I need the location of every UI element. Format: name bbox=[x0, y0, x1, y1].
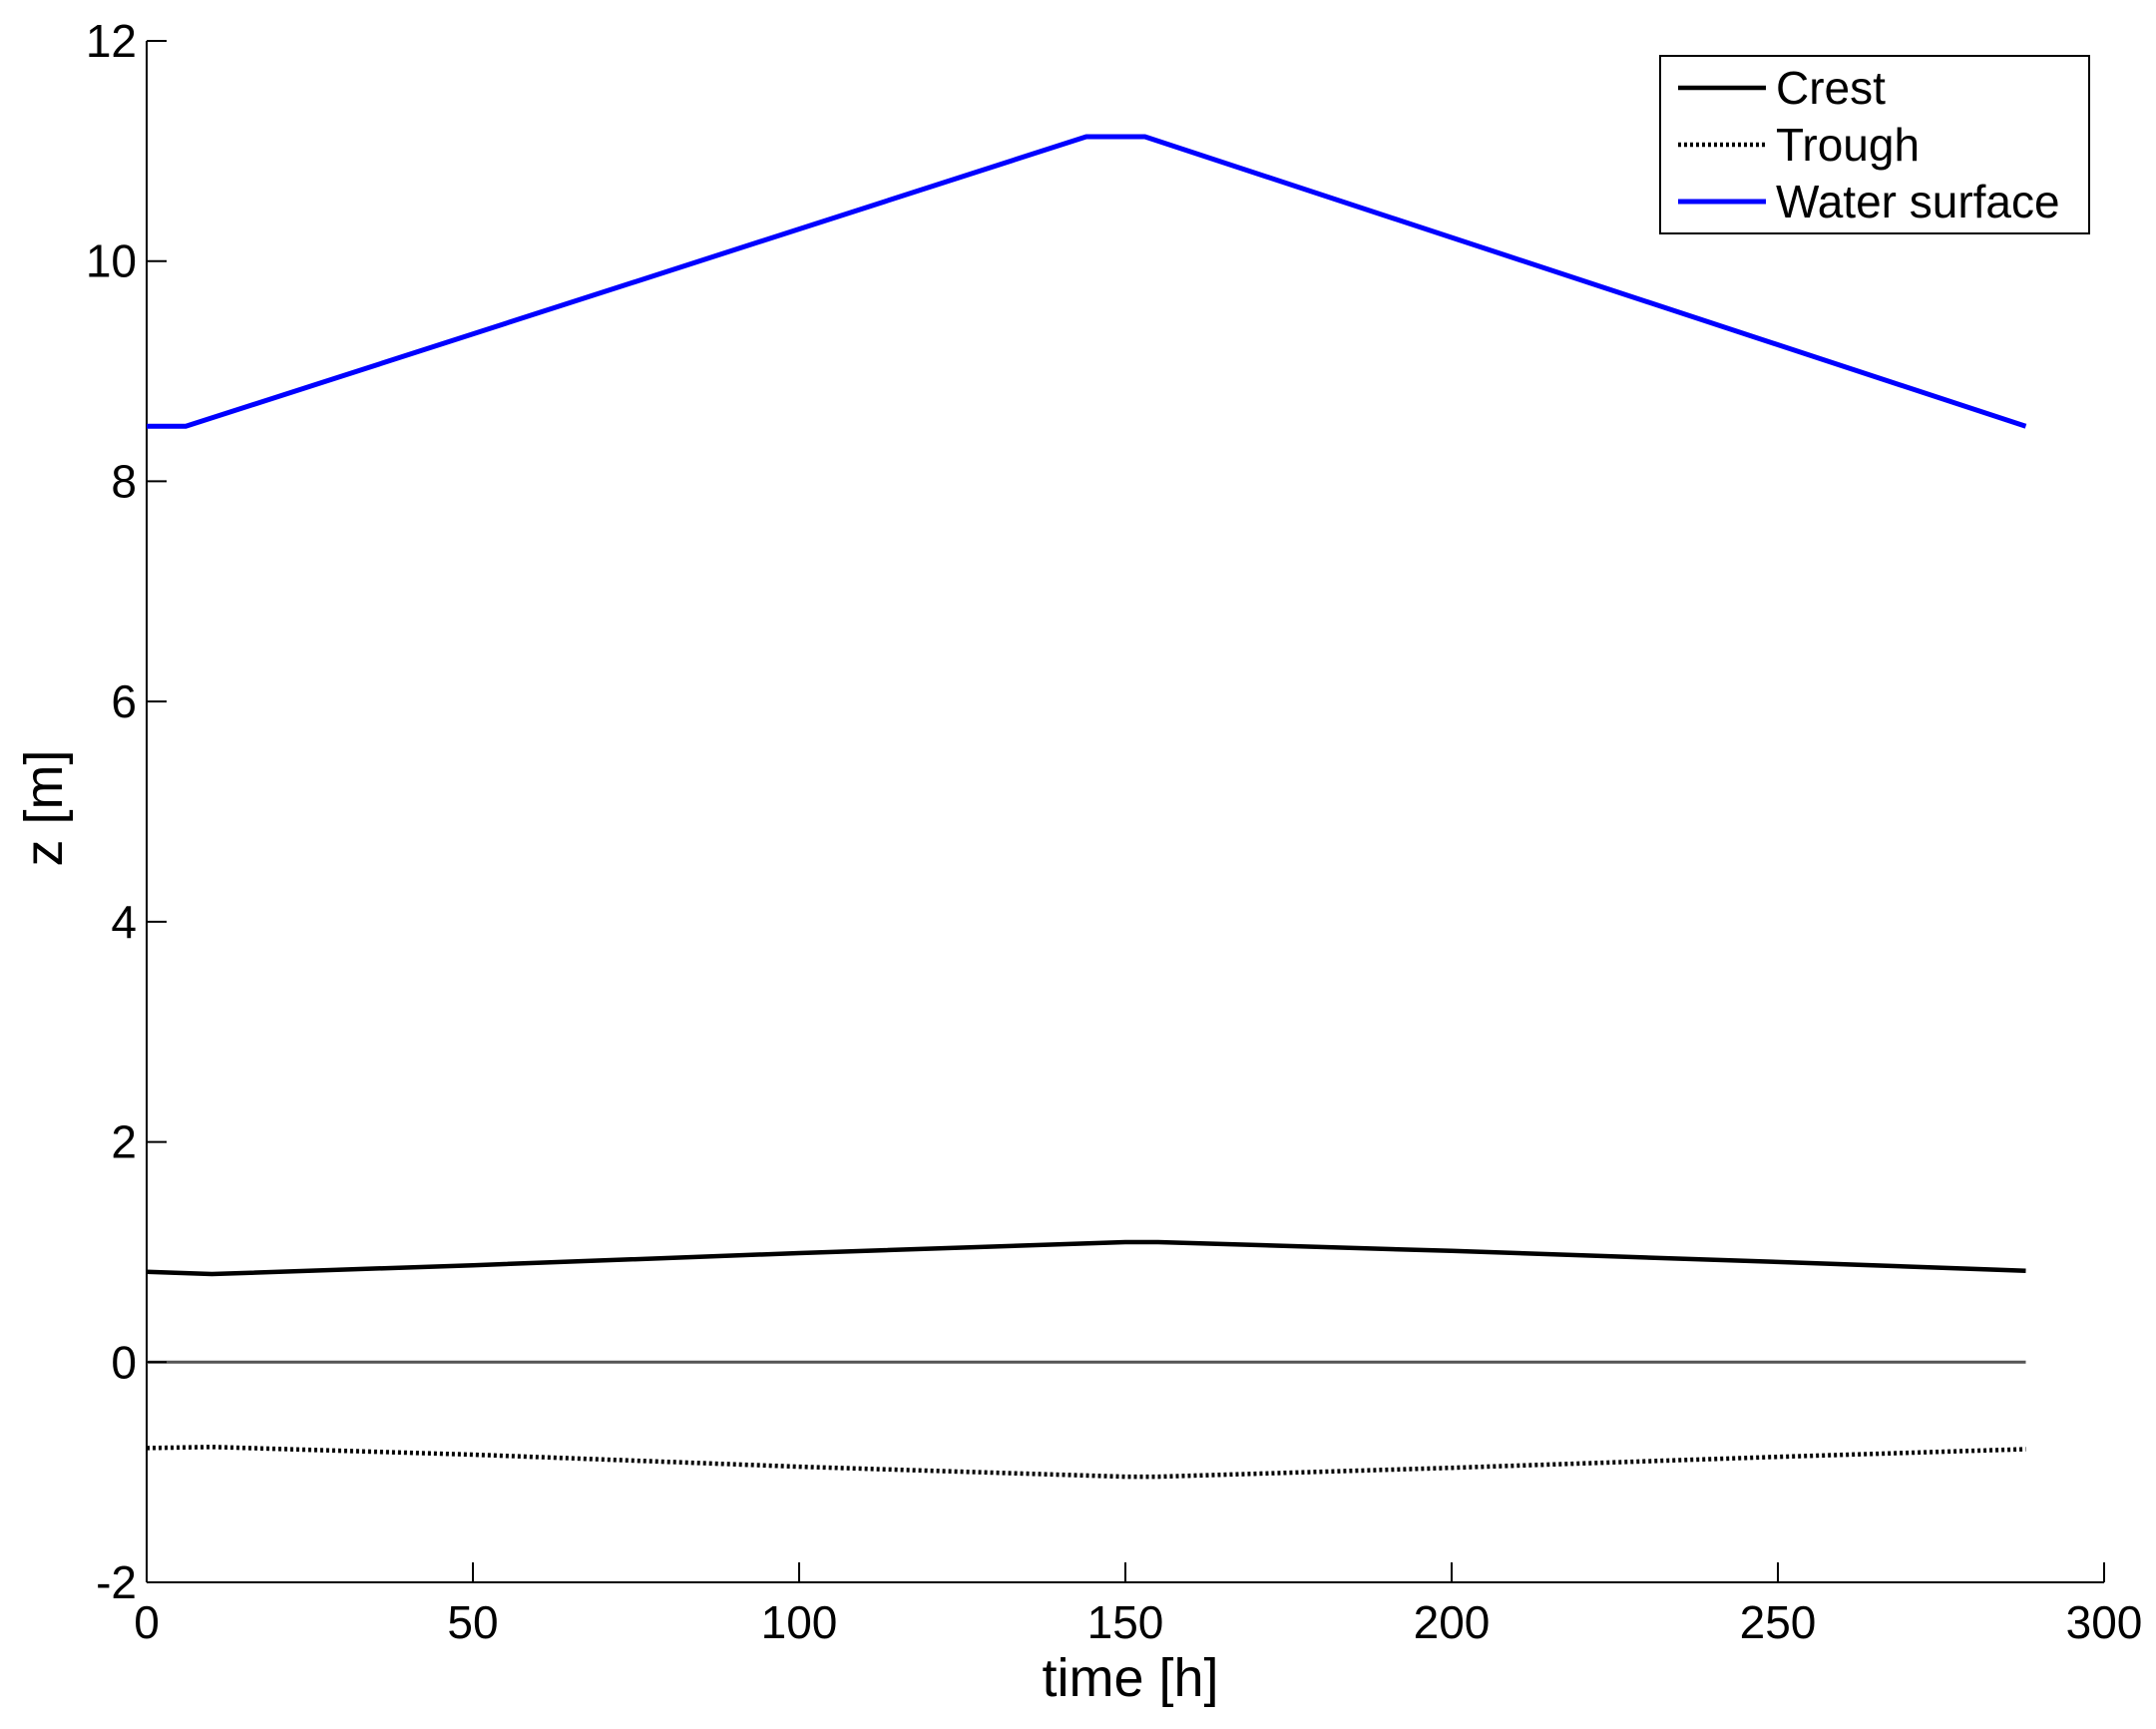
x-tick-label: 150 bbox=[1087, 1596, 1164, 1648]
x-tick-label: 100 bbox=[761, 1596, 838, 1648]
y-axis-title: z [m] bbox=[14, 750, 74, 867]
x-tick-label: 300 bbox=[2066, 1596, 2143, 1648]
x-axis-title: time [h] bbox=[1042, 1648, 1218, 1708]
x-tick-label: 200 bbox=[1414, 1596, 1491, 1648]
x-tick-label: 50 bbox=[447, 1596, 498, 1648]
y-tick-label: 8 bbox=[111, 455, 137, 507]
x-tick-label: 0 bbox=[134, 1596, 160, 1648]
series-line-trough bbox=[146, 1445, 2026, 1480]
axes-frame bbox=[146, 41, 2104, 1583]
x-tick-label: 250 bbox=[1740, 1596, 1817, 1648]
legend-label: Trough bbox=[1776, 119, 1920, 171]
y-tick-label: 0 bbox=[111, 1336, 137, 1388]
legend-label: Crest bbox=[1776, 62, 1886, 114]
y-tick-label: 4 bbox=[111, 896, 137, 948]
series-line-water-surface bbox=[147, 134, 2027, 429]
y-tick-label: -2 bbox=[96, 1556, 137, 1608]
legend-label: Water surface bbox=[1776, 176, 2060, 227]
y-tick-label: 6 bbox=[111, 675, 137, 727]
series-layer bbox=[146, 134, 2027, 1480]
y-tick-label: 10 bbox=[86, 235, 137, 287]
series-line-crest bbox=[146, 1239, 2026, 1277]
y-tick-label: 12 bbox=[86, 15, 137, 67]
y-tick-label: 2 bbox=[111, 1116, 137, 1168]
